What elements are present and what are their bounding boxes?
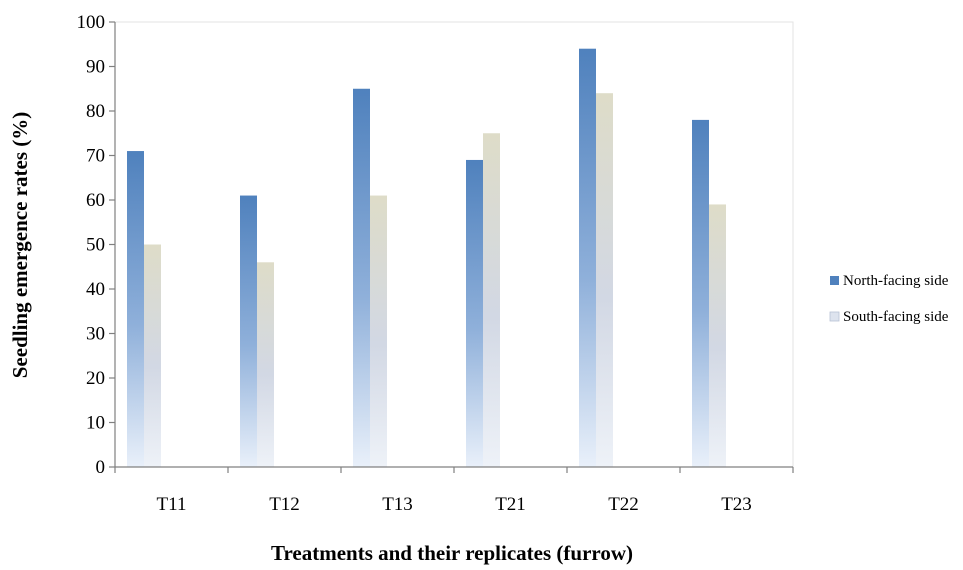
y-tick-label: 20 — [86, 368, 105, 389]
bar-north-t23 — [692, 119, 709, 468]
x-tick-label: T21 — [495, 494, 526, 515]
y-tick-label: 50 — [86, 235, 105, 256]
bar-north-t13 — [353, 88, 370, 467]
x-tick-label: T12 — [269, 494, 300, 515]
y-tick-label: 0 — [96, 457, 106, 478]
x-tick-label: T23 — [721, 494, 752, 515]
bar-south-t23 — [709, 204, 726, 467]
bar-south-t11 — [144, 244, 161, 467]
legend-label-north: North-facing side — [843, 273, 949, 289]
plot-area-border — [114, 21, 794, 468]
y-axis-ticks: 0 10 20 30 40 50 60 70 80 90 100 — [77, 12, 115, 478]
x-tick-label: T11 — [157, 494, 187, 515]
x-axis-title: Treatments and their replicates (furrow) — [271, 541, 633, 565]
x-tick-label: T22 — [608, 494, 639, 515]
y-tick-label: 60 — [86, 190, 105, 211]
bar-north-t22 — [579, 48, 596, 467]
legend-label-south: South-facing side — [843, 309, 949, 325]
y-tick-label: 30 — [86, 324, 105, 345]
bar-north-t21 — [466, 159, 483, 467]
x-axis-ticks: T11 T12 T13 T21 T22 T23 — [114, 467, 794, 515]
bar-south-t21 — [483, 133, 500, 467]
y-tick-label: 10 — [86, 413, 105, 434]
y-tick-label: 80 — [86, 101, 105, 122]
legend: North-facing side South-facing side — [829, 273, 949, 325]
y-tick-label: 100 — [77, 12, 106, 33]
y-tick-label: 90 — [86, 57, 105, 78]
y-tick-label: 70 — [86, 146, 105, 167]
y-tick-label: 40 — [86, 279, 105, 300]
bars-group — [127, 48, 726, 468]
bar-south-t12 — [257, 262, 274, 467]
bar-north-t12 — [240, 195, 257, 468]
legend-swatch-north — [830, 276, 839, 285]
x-tick-label: T13 — [382, 494, 413, 515]
bar-south-t13 — [370, 195, 387, 468]
y-axis-title: Seedling emergence rates (%) — [8, 112, 32, 379]
legend-swatch-south — [829, 311, 840, 322]
bar-north-t11 — [127, 151, 144, 468]
bar-south-t22 — [596, 93, 613, 467]
